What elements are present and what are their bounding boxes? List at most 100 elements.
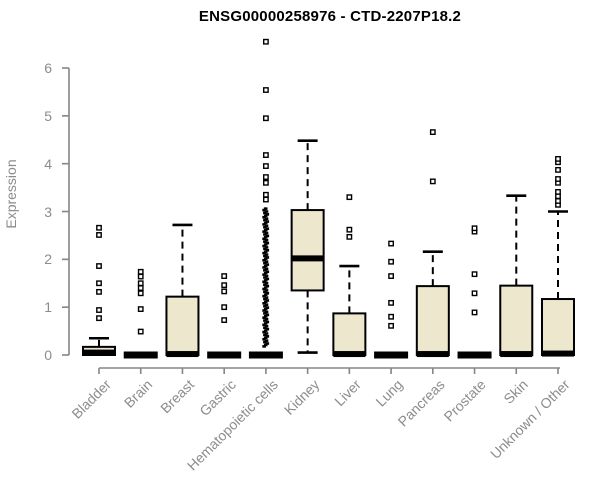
median-line (166, 351, 199, 358)
outlier-strip-point (262, 309, 266, 312)
outlier-strip-point (263, 211, 267, 215)
outlier-strip-point (265, 277, 270, 281)
outlier-point (221, 317, 228, 323)
outlier-point (429, 129, 436, 136)
outlier-strip-point (265, 241, 270, 245)
outlier-strip-point (263, 271, 268, 275)
outlier-strip-point (262, 230, 266, 233)
outlier-strip-point (263, 322, 268, 325)
chart-title: ENSG00000258976 - CTD-2207P18.2 (198, 8, 462, 25)
box (165, 295, 200, 356)
outlier-strip-point (265, 284, 270, 288)
outlier-strip-point (262, 316, 266, 319)
outlier-strip-point (264, 289, 269, 292)
outlier-point (471, 290, 478, 297)
outlier-strip-point (263, 307, 268, 311)
outlier-strip-point (264, 317, 269, 321)
outlier-strip-point (264, 310, 269, 314)
outlier-strip-point (264, 339, 269, 342)
outlier-strip-point (264, 231, 269, 235)
outlier-strip-point (263, 326, 267, 330)
outlier-point (346, 226, 353, 233)
outlier-strip-point (263, 329, 268, 332)
outlier-point (137, 328, 144, 335)
outlier-point (555, 198, 561, 204)
y-tick-label: 1 (44, 299, 52, 316)
box (415, 285, 450, 356)
outlier-point (96, 288, 102, 295)
outlier-strip-point (265, 270, 270, 274)
outlier-strip-point (263, 225, 267, 229)
outlier-strip-point (263, 286, 268, 289)
outlier-strip-point (262, 223, 266, 226)
outlier-strip-point (265, 327, 270, 331)
outlier-point (429, 178, 436, 185)
outlier-strip-point (263, 243, 268, 246)
outlier-strip-point (263, 250, 268, 253)
outlier-strip-point (263, 264, 268, 268)
outlier-strip-point (264, 303, 269, 307)
collapsed-box (123, 351, 158, 359)
outlier-strip-point (263, 304, 267, 308)
outlier-point (388, 313, 394, 320)
outlier-point (137, 306, 144, 312)
outlier-point (555, 155, 561, 162)
outlier-strip-point (262, 302, 266, 305)
outlier-strip-point (262, 330, 266, 334)
outlier-point (263, 38, 269, 45)
outlier-point (555, 166, 561, 173)
outlier-strip-point (265, 263, 270, 266)
outlier-strip-point (263, 214, 268, 218)
y-tick-label: 0 (44, 347, 52, 363)
outlier-point (263, 191, 269, 198)
outlier-strip-point (262, 215, 266, 219)
outlier-strip-point (264, 325, 269, 328)
outlier-strip-point (262, 244, 266, 248)
outlier-point (137, 285, 144, 291)
outlier-strip-point (263, 297, 267, 301)
outlier-strip-point (265, 256, 270, 259)
y-tick-label: 4 (44, 155, 52, 172)
outlier-strip-point (263, 257, 268, 261)
outlier-strip-point (263, 283, 267, 286)
y-tick-label: 6 (44, 60, 52, 77)
box (332, 312, 367, 357)
outlier-point (471, 309, 478, 316)
outlier-strip-point (262, 251, 266, 255)
outlier-point (263, 115, 269, 122)
outlier-strip-point (263, 261, 267, 265)
outlier-strip-point (263, 279, 268, 282)
outlier-strip-point (264, 281, 269, 285)
outlier-strip-point (265, 248, 270, 252)
outlier-strip-point (265, 234, 270, 238)
outlier-point (96, 232, 102, 238)
outlier-strip-point (263, 300, 268, 304)
outlier-strip-point (263, 221, 268, 225)
outlier-strip-point (263, 336, 268, 340)
outlier-strip-point (263, 276, 267, 279)
box (290, 209, 325, 292)
outlier-strip-point (264, 260, 269, 264)
outlier-strip-point (265, 213, 270, 216)
outlier-strip-point (263, 236, 268, 239)
outlier-strip-point (265, 313, 270, 317)
outlier-point (555, 176, 561, 182)
outlier-point (346, 194, 353, 201)
outlier-strip-point (265, 227, 270, 231)
outlier-point (96, 224, 102, 231)
outlier-strip-point (263, 333, 267, 337)
collapsed-box (374, 351, 409, 359)
median-line (333, 351, 366, 358)
median-line (416, 351, 449, 358)
outlier-strip-point (263, 233, 267, 236)
outlier-strip-point (265, 291, 270, 295)
outlier-strip-point (265, 335, 270, 338)
outlier-point (96, 307, 102, 313)
outlier-point (96, 280, 102, 287)
outlier-strip-point (262, 237, 266, 241)
median-line (83, 349, 115, 356)
median-line (291, 255, 324, 262)
outlier-point (263, 152, 269, 158)
y-tick-label: 3 (44, 203, 52, 220)
